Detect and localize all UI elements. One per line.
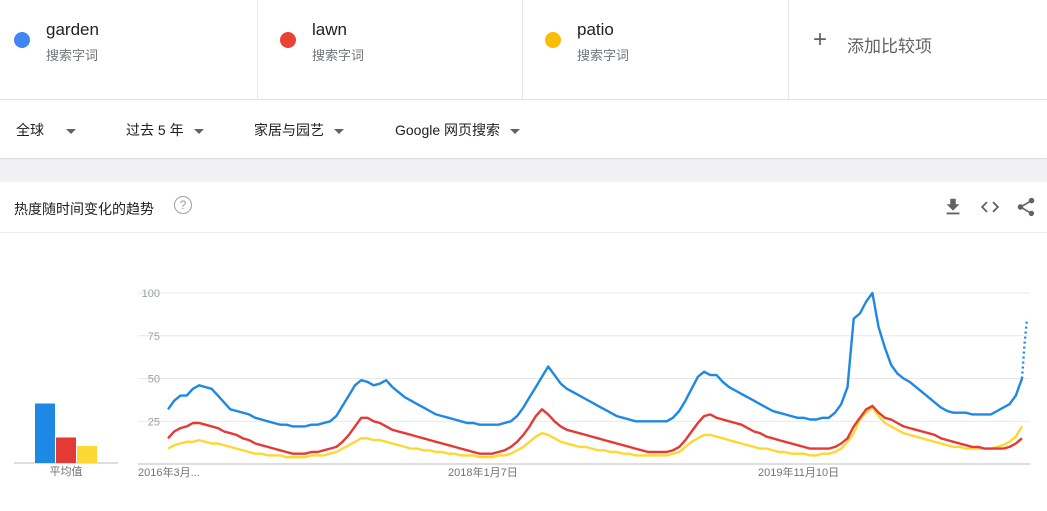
caret-down-icon — [66, 128, 76, 134]
region-label: 全球 — [16, 122, 44, 138]
section-gap — [0, 160, 1047, 182]
filter-bar: 全球 过去 5 年 家居与园艺 Google 网页搜索 — [0, 100, 1047, 159]
series-line-lawn[interactable] — [167, 404, 1023, 455]
series-line-patio[interactable] — [167, 406, 1024, 459]
average-bar-garden[interactable] — [35, 403, 55, 464]
average-bar-patio[interactable] — [77, 446, 97, 463]
term-card-lawn[interactable]: lawn 搜索字词 — [258, 0, 523, 99]
add-comparison-button[interactable]: + 添加比较项 — [789, 0, 1047, 99]
y-axis-ticks: 100 75 50 25 — [142, 288, 160, 428]
plus-icon: + — [813, 26, 828, 53]
search-property-dropdown[interactable]: Google 网页搜索 — [395, 120, 521, 140]
interest-over-time-header: 热度随时间变化的趋势 ? — [0, 182, 1047, 233]
time-range-dropdown[interactable]: 过去 5 年 — [126, 120, 204, 140]
term-color-dot — [545, 32, 561, 48]
term-type: 搜索字词 — [577, 48, 630, 63]
term-type: 搜索字词 — [312, 48, 365, 63]
category-label: 家居与园艺 — [254, 122, 324, 138]
y-tick-label: 50 — [148, 374, 160, 386]
category-dropdown[interactable]: 家居与园艺 — [254, 120, 344, 140]
help-icon[interactable]: ? — [174, 196, 192, 214]
term-type: 搜索字词 — [46, 48, 99, 63]
x-tick-label: 2016年3月... — [138, 465, 200, 479]
add-comparison-label: 添加比较项 — [847, 37, 932, 56]
interest-over-time-chart: 平均值 100 75 50 25 2016年3月... 2018年1月7日 2019年11… — [14, 288, 1030, 479]
x-axis-ticks: 2016年3月... 2018年1月7日 2019年11月10日 — [138, 465, 839, 479]
x-tick-label: 2018年1月7日 — [448, 465, 518, 479]
card-title: 热度随时间变化的趋势 — [14, 201, 154, 217]
chart-series — [167, 291, 1029, 459]
caret-down-icon — [510, 128, 521, 134]
average-bars: 平均值 — [14, 403, 118, 478]
share-icon[interactable] — [1015, 196, 1037, 218]
series-line-garden[interactable] — [167, 291, 1024, 428]
search-property-label: Google 网页搜索 — [395, 122, 501, 138]
y-tick-label: 75 — [148, 331, 160, 343]
embed-code-icon[interactable] — [979, 196, 1001, 218]
chart-gridlines — [138, 292, 1030, 465]
region-dropdown[interactable]: 全球 — [16, 120, 76, 140]
x-tick-label: 2019年11月10日 — [758, 465, 839, 479]
download-icon[interactable] — [942, 196, 964, 218]
term-color-dot — [14, 32, 30, 48]
time-range-label: 过去 5 年 — [126, 122, 184, 138]
term-name: lawn — [312, 20, 347, 39]
caret-down-icon — [193, 128, 204, 134]
average-bar-lawn[interactable] — [56, 437, 76, 464]
term-card-patio[interactable]: patio 搜索字词 — [523, 0, 789, 99]
y-tick-label: 25 — [148, 416, 160, 428]
term-card-garden[interactable]: garden 搜索字词 — [0, 0, 258, 99]
average-label: 平均值 — [50, 465, 83, 478]
term-name: patio — [577, 20, 614, 39]
caret-down-icon — [334, 128, 344, 134]
term-color-dot — [280, 32, 296, 48]
y-tick-label: 100 — [142, 288, 160, 300]
term-name: garden — [46, 20, 99, 39]
series-forecast-garden — [1020, 318, 1029, 379]
search-terms-bar: garden 搜索字词 lawn 搜索字词 patio 搜索字词 + 添加比较项 — [0, 0, 1047, 100]
